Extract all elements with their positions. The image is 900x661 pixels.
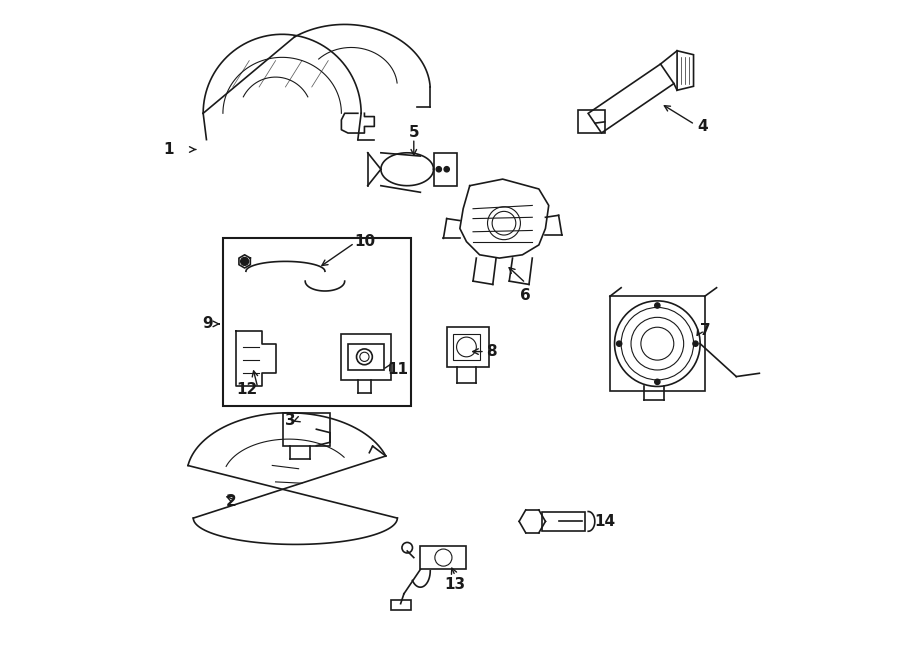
Text: 6: 6 [520, 288, 531, 303]
Text: 14: 14 [595, 514, 616, 529]
Bar [420, 546, 466, 569]
Bar [223, 239, 410, 407]
Bar [348, 344, 384, 370]
Text: 11: 11 [388, 362, 409, 377]
Circle shape [240, 257, 248, 265]
Bar [542, 512, 585, 531]
Circle shape [693, 341, 698, 346]
Text: 3: 3 [284, 413, 295, 428]
Bar [446, 327, 490, 367]
Text: 7: 7 [700, 323, 711, 338]
Bar [341, 334, 391, 380]
Bar [284, 412, 329, 446]
Bar [579, 110, 605, 133]
Circle shape [616, 341, 622, 346]
Text: 13: 13 [445, 577, 466, 592]
Text: 2: 2 [225, 494, 236, 509]
Text: 10: 10 [355, 234, 375, 249]
Bar [434, 153, 456, 186]
Circle shape [654, 379, 660, 385]
Text: 12: 12 [237, 382, 257, 397]
Bar [610, 296, 705, 391]
Text: 8: 8 [486, 344, 497, 359]
Bar [391, 600, 410, 610]
Circle shape [654, 303, 660, 308]
Bar [454, 334, 480, 360]
Circle shape [436, 167, 441, 172]
Text: 5: 5 [409, 125, 419, 139]
Circle shape [444, 167, 449, 172]
Text: 9: 9 [202, 317, 213, 331]
Text: 4: 4 [697, 119, 707, 134]
Text: 1: 1 [163, 142, 174, 157]
